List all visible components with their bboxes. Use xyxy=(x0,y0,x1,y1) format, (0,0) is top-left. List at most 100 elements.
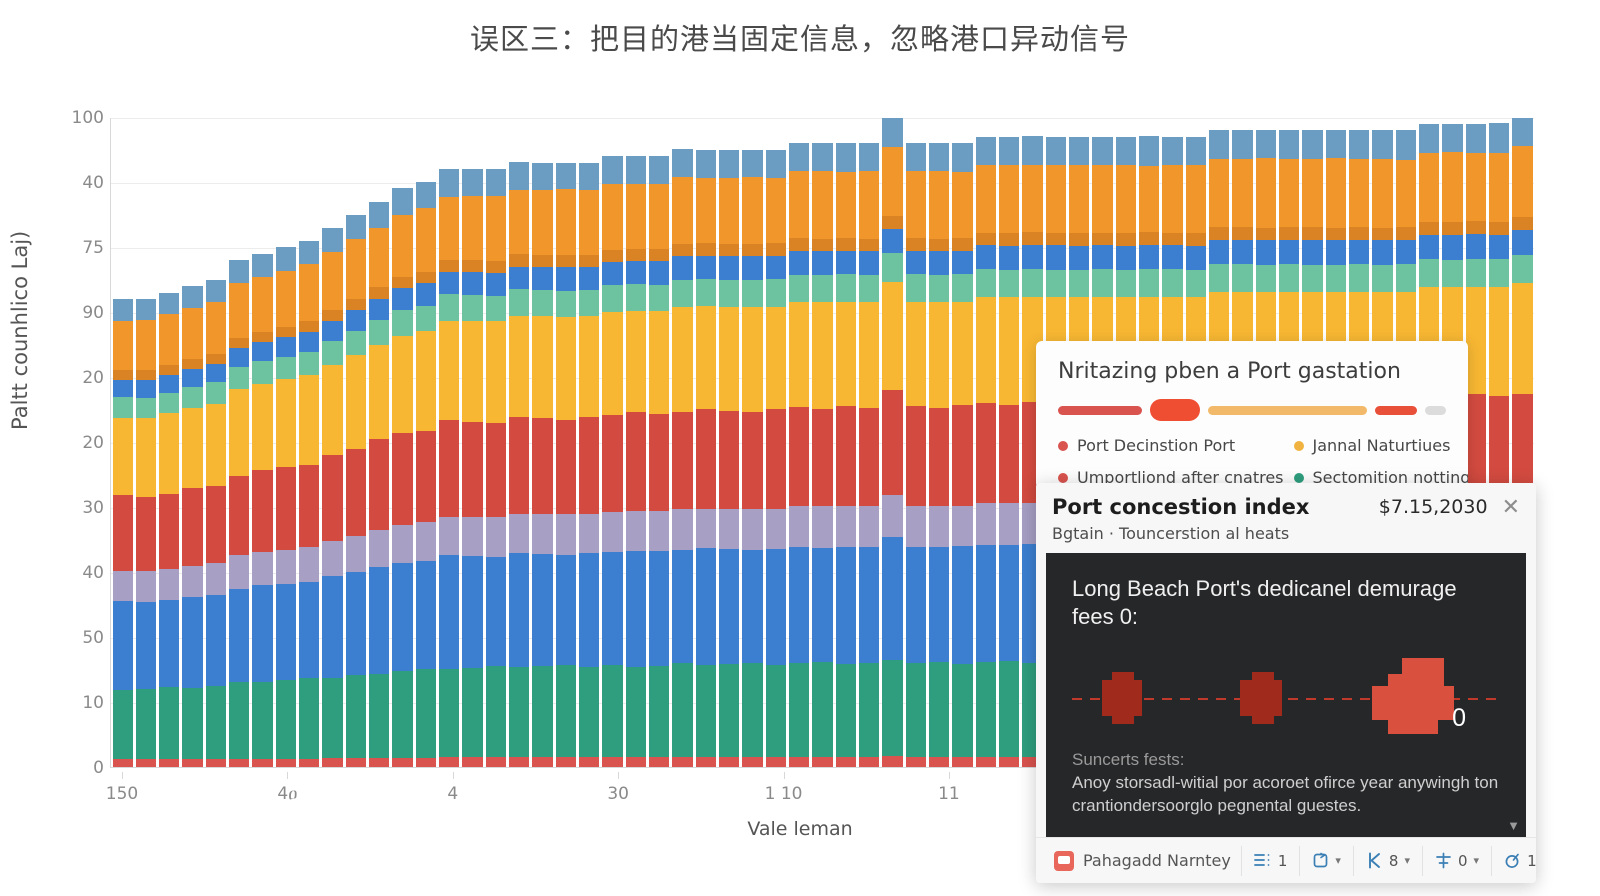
chevron-down-icon[interactable]: ▾ xyxy=(1473,855,1480,867)
table-row[interactable] xyxy=(975,136,996,767)
table-row[interactable] xyxy=(789,143,810,767)
table-row[interactable] xyxy=(602,156,623,767)
table-row[interactable] xyxy=(928,143,950,767)
bar-segment xyxy=(859,171,880,239)
bar-segment xyxy=(998,756,1020,767)
table-row[interactable] xyxy=(252,253,273,767)
bar-segment xyxy=(1488,234,1510,260)
table-row[interactable] xyxy=(555,162,577,767)
table-row[interactable] xyxy=(299,240,320,767)
legend-item[interactable]: Umportliond after cnatres xyxy=(1058,468,1284,487)
bar-segment xyxy=(555,255,577,268)
legend-item[interactable]: Sectomition notting xyxy=(1293,468,1468,487)
bar-segment xyxy=(1115,233,1136,246)
table-row[interactable] xyxy=(835,143,856,767)
bar-segment xyxy=(1302,227,1323,241)
table-row[interactable] xyxy=(859,143,880,767)
bar-segment xyxy=(672,508,693,550)
bar-segment xyxy=(369,438,390,531)
bar-segment xyxy=(719,256,740,280)
toolbar-button[interactable]: 8 ▾ xyxy=(1352,845,1422,876)
bar-segment xyxy=(1512,254,1533,283)
bar-segment xyxy=(998,660,1020,757)
table-row[interactable] xyxy=(742,149,763,767)
legend-item[interactable]: Jannal Naturtiues xyxy=(1293,436,1468,455)
bar-segment xyxy=(579,289,600,317)
table-row[interactable] xyxy=(532,162,553,767)
bar-segment xyxy=(1022,232,1043,246)
table-row[interactable] xyxy=(392,188,413,767)
table-row[interactable] xyxy=(812,143,833,767)
info-card[interactable]: Port concestion index $7.15,2030 ✕ Bgtai… xyxy=(1036,483,1536,883)
table-row[interactable] xyxy=(509,162,530,767)
card-footer-toolbar[interactable]: Pahagadd Narntey 1▾8▾0▾18 xyxy=(1036,837,1536,883)
table-row[interactable] xyxy=(695,149,717,767)
toolbar-button[interactable]: ▾ xyxy=(1299,845,1353,876)
table-row[interactable] xyxy=(719,149,740,767)
table-row[interactable] xyxy=(182,286,203,767)
bar-segment xyxy=(299,240,320,264)
bar-segment xyxy=(882,215,903,229)
table-row[interactable] xyxy=(415,181,437,767)
table-row[interactable] xyxy=(672,149,693,767)
table-row[interactable] xyxy=(229,259,250,767)
table-row[interactable] xyxy=(462,169,483,767)
table-row[interactable] xyxy=(322,227,343,767)
range-slider[interactable] xyxy=(1058,399,1446,421)
legend-popover[interactable]: Nritazing pben a Port gastation Port Dec… xyxy=(1036,341,1468,489)
bar-segment xyxy=(555,290,577,317)
table-row[interactable] xyxy=(369,201,390,767)
x-axis-tickmark xyxy=(122,772,123,779)
table-row[interactable] xyxy=(159,292,180,767)
chevron-down-icon[interactable]: ▾ xyxy=(1335,855,1341,867)
mini-trend-chart: 0 xyxy=(1072,652,1500,744)
table-row[interactable] xyxy=(345,214,367,767)
table-row[interactable] xyxy=(649,155,670,767)
table-row[interactable] xyxy=(135,299,157,767)
bar-segment xyxy=(1372,240,1393,265)
slider-track-left[interactable] xyxy=(1058,405,1143,415)
bar-segment xyxy=(345,214,367,240)
bar-segment xyxy=(392,188,413,215)
bar-segment xyxy=(1022,756,1043,767)
bar-segment xyxy=(159,313,180,366)
table-row[interactable] xyxy=(952,143,973,767)
table-row[interactable] xyxy=(439,169,460,767)
slider-track-tail[interactable] xyxy=(1424,405,1446,415)
chevron-down-icon[interactable]: ▼ xyxy=(1507,818,1520,833)
table-row[interactable] xyxy=(882,118,903,767)
bar-segment xyxy=(765,255,787,280)
toolbar-button[interactable]: 1 xyxy=(1240,845,1300,876)
table-row[interactable] xyxy=(905,142,926,767)
close-icon[interactable]: ✕ xyxy=(1501,494,1520,519)
bar-segment xyxy=(789,143,810,172)
table-row[interactable] xyxy=(205,279,227,767)
table-row[interactable] xyxy=(275,247,297,767)
bar-segment xyxy=(485,423,507,518)
bar-segment xyxy=(1372,129,1393,159)
brand-group[interactable]: Pahagadd Narntey xyxy=(1044,850,1241,871)
bar-segment xyxy=(649,311,670,414)
table-row[interactable] xyxy=(579,162,600,767)
bar-segment xyxy=(998,545,1020,661)
toolbar-button[interactable]: 18 xyxy=(1491,845,1536,876)
bar-segment xyxy=(952,505,973,547)
bar-segment xyxy=(998,245,1020,271)
legend-item[interactable]: Port Decinstion Port xyxy=(1058,436,1284,455)
slider-track-mid[interactable] xyxy=(1207,405,1367,415)
table-row[interactable] xyxy=(765,149,787,767)
bar-segment xyxy=(182,596,203,688)
bar-segment xyxy=(1442,259,1463,288)
toolbar-button[interactable]: 0 ▾ xyxy=(1422,845,1491,876)
table-row[interactable] xyxy=(112,299,133,767)
chevron-down-icon[interactable]: ▾ xyxy=(1404,855,1410,867)
slider-track-right[interactable] xyxy=(1374,405,1417,415)
slider-thumb[interactable] xyxy=(1150,399,1200,421)
bar-segment xyxy=(392,432,413,526)
bar-segment xyxy=(462,295,483,322)
table-row[interactable] xyxy=(625,156,647,767)
table-row[interactable] xyxy=(998,136,1020,767)
bar-segment xyxy=(789,238,810,251)
bar-segment xyxy=(672,256,693,281)
table-row[interactable] xyxy=(485,169,507,767)
